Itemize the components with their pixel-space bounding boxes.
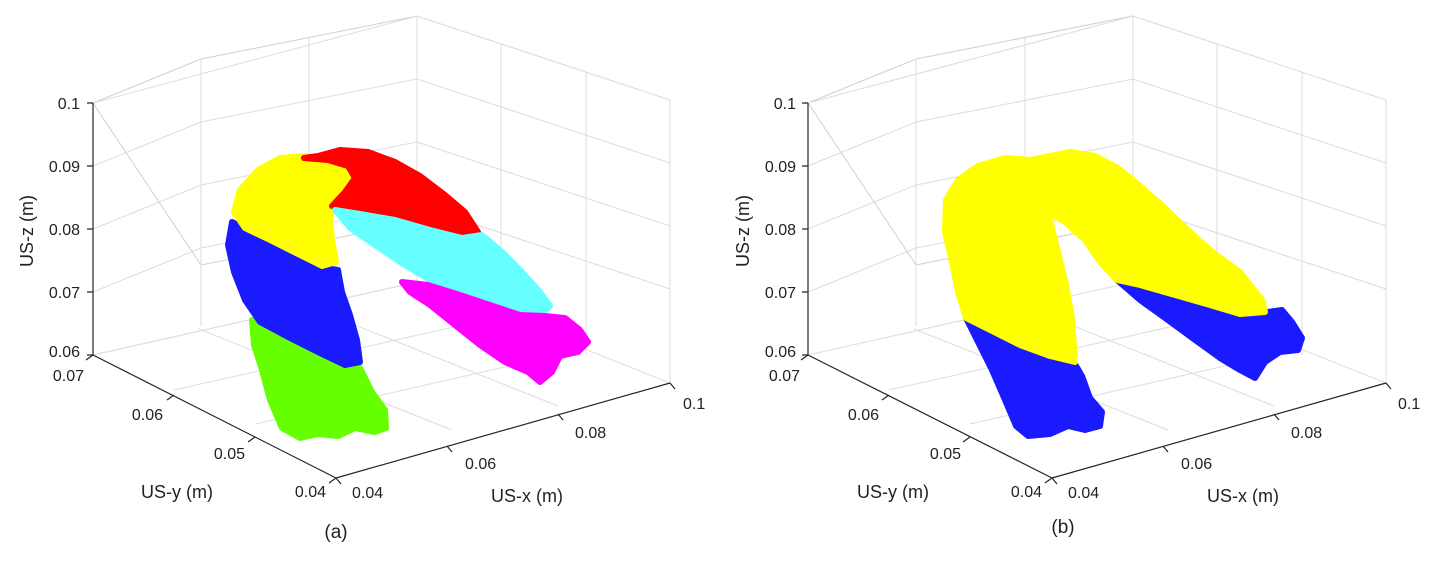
panel-a-ztick-1: 0.09 [49, 159, 80, 176]
panel-a-xtick-2: 0.08 [575, 425, 606, 442]
panel-a-ytick-3: 0.04 [295, 484, 326, 501]
panel-a-ylabel: US-y (m) [141, 482, 213, 502]
panel-a-caption: (a) [324, 522, 347, 543]
panel-b-ylabel: US-y (m) [857, 482, 929, 502]
panel-b: 0.1 0.09 0.08 0.07 0.06 0.07 0.06 0.05 0… [733, 15, 1420, 538]
panel-a-xtick-1: 0.06 [465, 456, 496, 473]
panel-b-zlabel: US-z (m) [733, 195, 753, 267]
panel-a-data [225, 147, 591, 441]
panel-a-axes [85, 102, 676, 485]
panel-a-series-cyan [332, 207, 553, 318]
panel-b-xtick-2: 0.08 [1291, 425, 1322, 442]
panel-b-ztick-0: 0.1 [774, 96, 796, 113]
panel-a-ztick-3: 0.07 [49, 285, 80, 302]
panel-b-caption: (b) [1051, 517, 1074, 538]
panel-a-ytick-1: 0.06 [132, 407, 163, 424]
panel-b-ztick-2: 0.08 [765, 222, 796, 239]
panel-a-zlabel: US-z (m) [17, 195, 37, 267]
panel-b-ztick-3: 0.07 [765, 285, 796, 302]
panel-a-ztick-4: 0.06 [49, 344, 80, 361]
panel-a-ztick-0: 0.1 [58, 96, 80, 113]
panel-b-labels: 0.1 0.09 0.08 0.07 0.06 0.07 0.06 0.05 0… [733, 96, 1420, 538]
panel-a-xtick-3: 0.1 [683, 396, 705, 413]
panel-b-xtick-0: 0.04 [1068, 485, 1099, 502]
panel-a-series-blue [225, 219, 363, 368]
panel-a-series-magenta [399, 279, 591, 385]
panel-b-ytick-0: 0.07 [769, 368, 800, 385]
panel-b-xtick-3: 0.1 [1398, 396, 1420, 413]
panel-a-ytick-2: 0.05 [214, 446, 245, 463]
panel-a-ytick-0: 0.07 [53, 368, 84, 385]
panel-b-data [942, 149, 1305, 439]
panel-a: 0.1 0.09 0.08 0.07 0.06 0.07 0.06 0.05 0… [17, 15, 705, 543]
panel-a-labels: 0.1 0.09 0.08 0.07 0.06 0.07 0.06 0.05 0… [17, 96, 705, 543]
panel-b-xlabel: US-x (m) [1207, 486, 1279, 506]
panel-b-ztick-1: 0.09 [765, 159, 796, 176]
panel-a-ztick-2: 0.08 [49, 222, 80, 239]
panel-b-ytick-2: 0.05 [930, 446, 961, 463]
panel-b-ytick-1: 0.06 [848, 407, 879, 424]
panel-b-axes [800, 102, 1392, 485]
panel-a-xtick-0: 0.04 [352, 485, 383, 502]
panel-b-ytick-3: 0.04 [1011, 484, 1042, 501]
panel-a-xlabel: US-x (m) [491, 486, 563, 506]
panel-b-xtick-1: 0.06 [1181, 456, 1212, 473]
panel-b-series-yellow [942, 149, 1268, 365]
panel-b-ztick-4: 0.06 [765, 344, 796, 361]
